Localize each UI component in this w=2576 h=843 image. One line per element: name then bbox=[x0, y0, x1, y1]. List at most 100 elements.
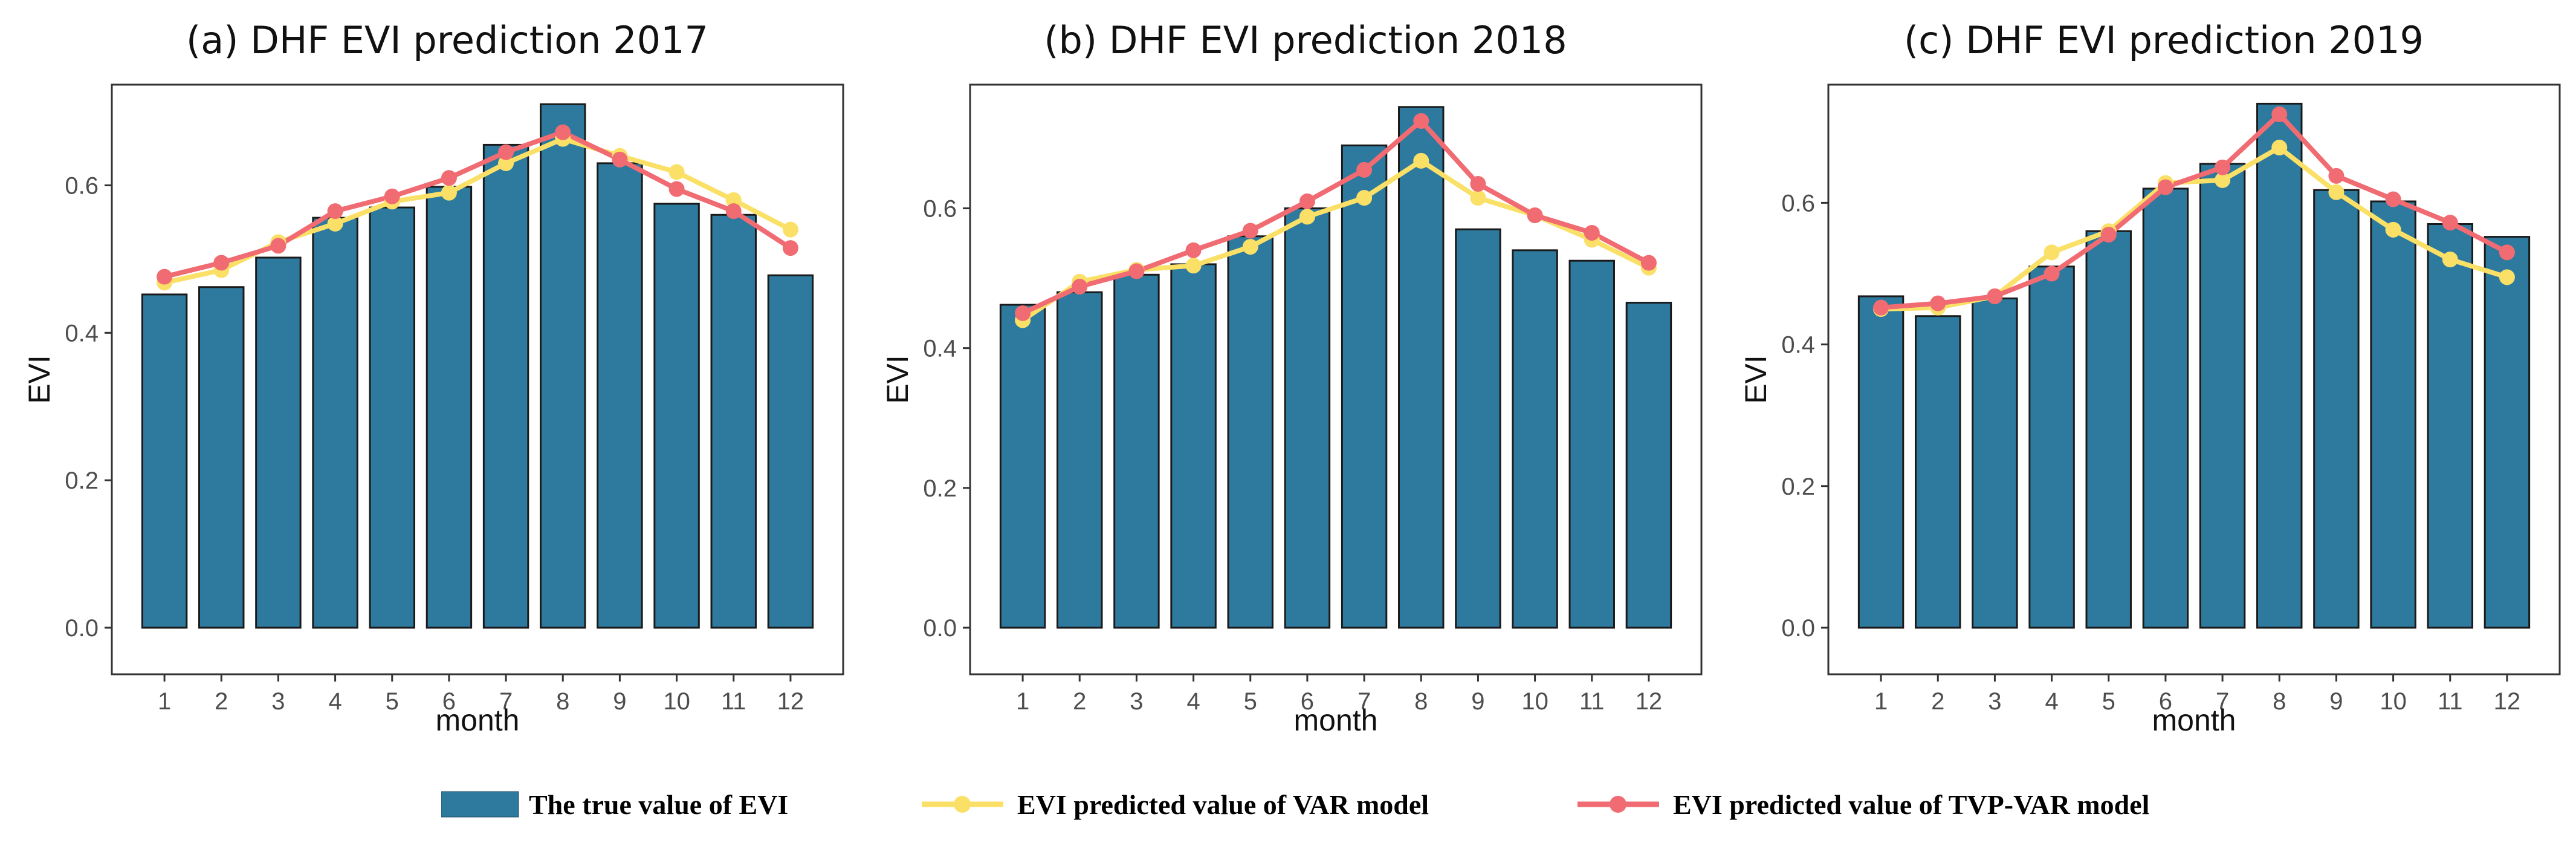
tvp-point-month-5 bbox=[384, 188, 400, 204]
x-tick-label: 10 bbox=[2380, 688, 2407, 715]
bar-month-4 bbox=[1170, 263, 1217, 629]
chart-title: (c) DHF EVI prediction 2019 bbox=[1904, 18, 2424, 62]
bar-month-11 bbox=[2427, 223, 2473, 629]
x-tick-label: 11 bbox=[2438, 688, 2463, 715]
legend-bar-swatch-rect bbox=[441, 791, 519, 818]
x-tick-label: 9 bbox=[613, 688, 626, 715]
tvp-point-month-6 bbox=[2157, 179, 2173, 195]
var-point-month-7 bbox=[498, 155, 514, 171]
x-tick-label: 3 bbox=[1130, 688, 1143, 715]
legend-tvp-dot bbox=[1610, 796, 1626, 813]
bar-month-10 bbox=[2370, 200, 2416, 629]
var-point-month-7 bbox=[1356, 190, 1373, 206]
x-tick-label: 11 bbox=[721, 688, 746, 715]
y-axis-label: EVI bbox=[881, 355, 914, 404]
bar-month-7 bbox=[2199, 163, 2246, 629]
var-point-month-4 bbox=[1185, 258, 1202, 274]
var-point-month-5 bbox=[1242, 239, 1258, 255]
tvp-point-month-12 bbox=[782, 240, 798, 256]
var-point-month-9 bbox=[2328, 184, 2345, 200]
tvp-point-month-6 bbox=[441, 170, 457, 186]
tvp-point-month-4 bbox=[2044, 265, 2060, 282]
chart-c-svg: (c) DHF EVI prediction 2019 0.0 0.2 0.4 0.6 1… bbox=[1739, 18, 2561, 737]
bar-month-12 bbox=[2484, 236, 2531, 629]
tvp-point-month-11 bbox=[725, 203, 742, 220]
x-tick-label: 11 bbox=[1579, 688, 1605, 715]
x-tick-label: 7 bbox=[1358, 688, 1371, 715]
tvp-point-month-8 bbox=[1413, 113, 1429, 129]
bar-month-1 bbox=[141, 293, 188, 629]
bar-month-4 bbox=[312, 216, 358, 629]
x-tick-label: 1 bbox=[1874, 688, 1888, 715]
x-tick-label: 12 bbox=[777, 688, 804, 715]
tvp-point-month-3 bbox=[270, 238, 286, 254]
x-tick-label: 2 bbox=[1931, 688, 1944, 715]
bar-month-3 bbox=[255, 256, 302, 629]
x-tick-label: 2 bbox=[1073, 688, 1086, 715]
y-axis-label: EVI bbox=[22, 355, 56, 404]
y-tick-label: 0.2 bbox=[65, 467, 99, 494]
tvp-point-month-1 bbox=[1015, 305, 1031, 321]
legend-tvp-swatch bbox=[1578, 796, 1659, 813]
tvp-line bbox=[164, 129, 792, 279]
y-tick-label: 0.0 bbox=[1781, 615, 1815, 642]
y-tick-label: 0.0 bbox=[65, 615, 99, 642]
var-point-month-6 bbox=[1299, 209, 1315, 225]
chart-b-svg: (b) DHF EVI prediction 2018 0.0 0.2 0.4 0.6 1… bbox=[881, 18, 1703, 737]
var-point-month-12 bbox=[782, 221, 798, 238]
legend-bar-swatch bbox=[441, 791, 519, 818]
bar-month-10 bbox=[1512, 249, 1558, 629]
x-tick-label: 5 bbox=[2102, 688, 2115, 715]
legend-item-true: The true value of EVI bbox=[441, 777, 788, 832]
bar-month-4 bbox=[2028, 265, 2075, 629]
tvp-point-month-9 bbox=[2328, 168, 2345, 184]
tvp-point-month-12 bbox=[2499, 244, 2515, 261]
chart-panel-a: (a) DHF EVI prediction 2017 0.0 0.2 0.4 0.6 1… bbox=[0, 0, 858, 756]
var-point-month-11 bbox=[2442, 252, 2458, 268]
bar-month-3 bbox=[1113, 273, 1160, 629]
tvp-point-month-7 bbox=[1356, 161, 1373, 178]
x-tick-label: 4 bbox=[328, 688, 341, 715]
chart-panel-c: (c) DHF EVI prediction 2019 0.0 0.2 0.4 0.6 1… bbox=[1717, 0, 2575, 756]
bar-month-7 bbox=[1341, 144, 1388, 629]
legend: The true value of EVI EVI predicted valu… bbox=[0, 777, 2576, 832]
tvp-point-month-7 bbox=[2215, 159, 2231, 175]
var-point-month-8 bbox=[2271, 140, 2288, 156]
x-tick-label: 6 bbox=[2159, 688, 2172, 715]
bar-month-1 bbox=[1857, 295, 1904, 629]
tvp-point-month-3 bbox=[1128, 263, 1145, 279]
x-tick-label: 5 bbox=[1244, 688, 1257, 715]
legend-label-var: EVI predicted value of VAR model bbox=[1017, 789, 1429, 820]
x-tick-label: 12 bbox=[2494, 688, 2521, 715]
legend-item-var: EVI predicted value of VAR model bbox=[922, 777, 1429, 832]
tvp-point-month-10 bbox=[668, 181, 685, 197]
y-tick-label: 0.2 bbox=[923, 475, 957, 502]
tvp-point-month-7 bbox=[498, 144, 514, 160]
bar-month-5 bbox=[1227, 235, 1273, 629]
var-point-month-4 bbox=[327, 215, 343, 232]
x-tick-label: 6 bbox=[1301, 688, 1314, 715]
x-tick-label: 7 bbox=[499, 688, 513, 715]
plot-frame bbox=[111, 83, 844, 675]
var-point-month-12 bbox=[2499, 269, 2515, 285]
y-tick-label: 0.4 bbox=[923, 336, 957, 362]
x-tick-label: 10 bbox=[663, 688, 690, 715]
bar-month-2 bbox=[198, 286, 245, 629]
tvp-point-month-9 bbox=[612, 151, 628, 168]
tvp-point-month-8 bbox=[2271, 106, 2288, 122]
legend-label-tvp: EVI predicted value of TVP-VAR model bbox=[1673, 789, 2150, 820]
x-tick-label: 10 bbox=[1521, 688, 1549, 715]
tvp-point-month-10 bbox=[1527, 207, 1543, 224]
tvp-point-month-4 bbox=[327, 203, 343, 220]
tvp-line bbox=[1021, 119, 1650, 316]
bar-month-6 bbox=[2142, 187, 2189, 629]
tvp-point-month-10 bbox=[2385, 191, 2401, 207]
x-tick-label: 3 bbox=[1988, 688, 2001, 715]
chart-a-svg: (a) DHF EVI prediction 2017 0.0 0.2 0.4 0.6 1… bbox=[22, 18, 844, 737]
x-tick-label: 4 bbox=[1186, 688, 1200, 715]
bar-month-1 bbox=[999, 304, 1046, 629]
tvp-point-month-5 bbox=[1242, 223, 1258, 239]
chart-title: (b) DHF EVI prediction 2018 bbox=[1044, 18, 1567, 62]
x-tick-label: 8 bbox=[1414, 688, 1428, 715]
bar-month-9 bbox=[2313, 189, 2360, 629]
